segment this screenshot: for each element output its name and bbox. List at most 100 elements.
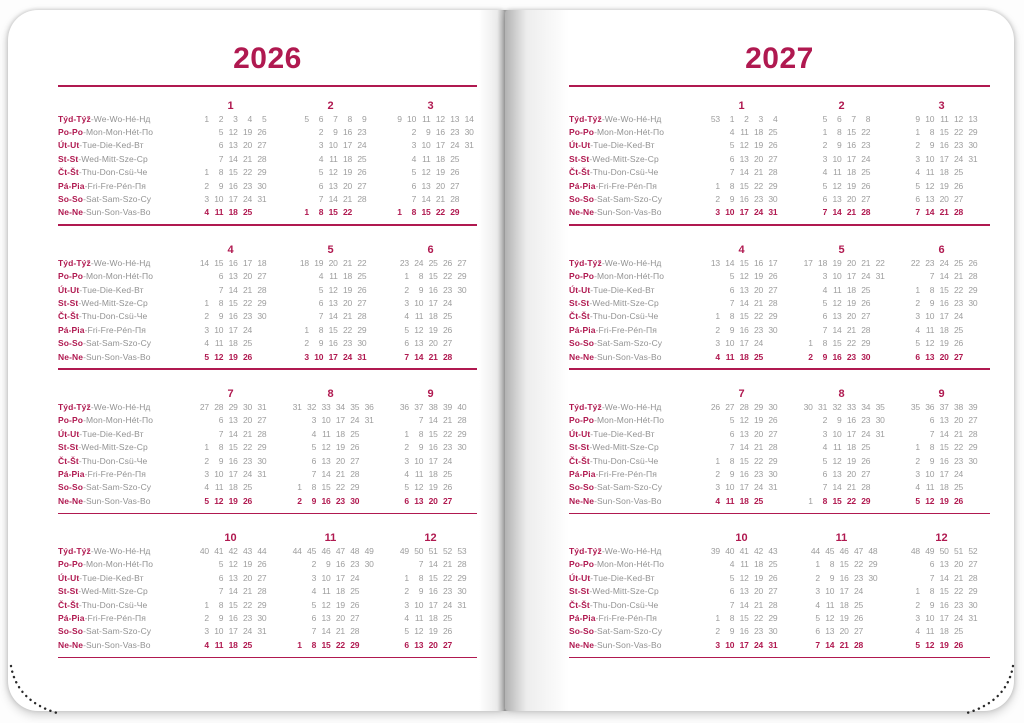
date-cell: 30 xyxy=(457,442,467,453)
date-cell xyxy=(963,193,977,206)
month-column: 6 13 20 27 xyxy=(896,414,987,427)
date-cell: 12 xyxy=(321,599,331,610)
date-cell xyxy=(963,310,977,323)
day-row-label: So-So-Sat-Sam-Szo-Су xyxy=(58,193,176,206)
day-label-primary: Čt-Št xyxy=(569,455,590,466)
day-label-translations: -Sat-Sam-Szo-Су xyxy=(594,338,663,349)
date-cell: 14 xyxy=(421,194,431,205)
date-cell: 24 xyxy=(350,572,360,583)
month-grid-row: 2 9 16 23 30 xyxy=(387,126,474,139)
month-grid-row: 5 12 19 26 xyxy=(798,297,884,310)
month-grid-row: 4 11 18 25 xyxy=(195,639,267,652)
month-grid-row: 35 36 37 38 39 xyxy=(906,401,978,414)
month-column: 3 10 17 24 31 xyxy=(385,139,476,152)
date-cell: 2 xyxy=(318,127,324,138)
date-cell: 4 xyxy=(318,153,324,164)
date-cell: 19 xyxy=(228,495,238,506)
month-grid-row: 3 10 17 24 xyxy=(906,468,978,481)
month-slot: 5 xyxy=(796,244,887,257)
date-cell: 18 xyxy=(335,586,345,597)
date-cell: 30 xyxy=(768,194,778,205)
date-cell: 28 xyxy=(443,351,453,362)
date-cell: 19 xyxy=(243,127,253,138)
date-cell: 13 xyxy=(825,626,835,637)
date-cell: 16 xyxy=(228,311,238,322)
date-cell: 27 xyxy=(443,495,453,506)
month-column: 4 11 18 25 xyxy=(285,270,376,283)
quarter-divider xyxy=(58,368,477,370)
quarter-divider xyxy=(569,224,990,226)
day-row-label: Týd-Týž-We-Wo-Hé-Нд xyxy=(569,113,687,126)
date-cell: 28 xyxy=(968,572,978,583)
month-column: 1 8 15 22 29 xyxy=(896,284,987,297)
date-cell: 6 xyxy=(815,626,820,637)
date-cell: 18 xyxy=(939,324,949,335)
page-2027: 2027 1 2 3 Týd-Týž-We-Wo-Hé-Нд 53 1 2 3 4 5 6 7 8 9 10… xyxy=(505,10,1014,711)
month-number: 5 xyxy=(838,243,845,256)
date-cell: 25 xyxy=(243,207,253,218)
day-label-primary: Ne-Ne xyxy=(569,639,595,650)
date-cell xyxy=(295,126,309,139)
date-cell: 18 xyxy=(846,167,856,178)
month-number: 11 xyxy=(835,532,848,545)
week-number-cell: 33 xyxy=(321,401,331,412)
month-grid-row: 6 13 20 27 xyxy=(295,180,367,193)
date-cell xyxy=(195,153,209,166)
month-column: 3 10 17 24 xyxy=(385,297,476,310)
date-cell: 24 xyxy=(861,271,871,282)
month-grid-row: 6 13 20 27 xyxy=(295,297,367,310)
month-grid-row: 3 10 17 24 31 xyxy=(906,612,977,625)
date-cell: 2 xyxy=(915,599,920,610)
date-cell: 7 xyxy=(915,207,920,218)
date-cell: 27 xyxy=(768,586,778,597)
month-grid-row: 6 13 20 27 xyxy=(706,284,778,297)
month-grid-row: 4 11 18 25 xyxy=(295,270,367,283)
month-column: 3 10 17 24 xyxy=(896,468,987,481)
date-cell: 7 xyxy=(729,167,735,178)
month-grid-row: 4 11 18 25 xyxy=(906,481,978,494)
month-column: 2 9 16 23 30 xyxy=(896,455,987,468)
month-number: 3 xyxy=(427,99,434,112)
date-cell: 24 xyxy=(754,482,764,493)
month-column: 2 9 16 23 30 xyxy=(896,139,987,152)
date-cell: 25 xyxy=(861,284,871,295)
date-cell: 19 xyxy=(343,167,353,178)
date-cell: 5 xyxy=(218,559,224,570)
day-row-label: Ne-Ne-Sun-Son-Vas-Во xyxy=(58,351,176,364)
date-cell: 7 xyxy=(218,428,224,439)
date-cell: 13 xyxy=(421,180,431,191)
week-number-cell: 27 xyxy=(199,401,209,412)
month-grid-row: 4 11 18 25 xyxy=(395,310,467,323)
week-number-cell: 7 xyxy=(333,113,338,124)
month-column: 5 12 19 26 xyxy=(796,612,887,625)
date-cell: 20 xyxy=(939,194,949,205)
month-column: 3 10 17 24 31 xyxy=(696,639,787,652)
day-label-primary: So-So xyxy=(569,338,595,349)
week-number-cell: 22 xyxy=(357,257,367,268)
day-label-primary: Týd-Týž xyxy=(569,401,602,412)
week-number-cell: 30 xyxy=(803,401,813,412)
day-label-translations: -We-Wo-Hé-Нд xyxy=(90,113,151,124)
month-number: 9 xyxy=(427,387,434,400)
week-number-cell: 38 xyxy=(954,401,964,412)
date-cell: 23 xyxy=(443,586,453,597)
week-number-cell: 15 xyxy=(739,257,749,268)
month-number: 12 xyxy=(935,532,948,545)
week-number-cell: 3 xyxy=(758,113,764,124)
month-column: 53 1 2 3 4 xyxy=(696,113,787,126)
day-label-translations: -Fri-Fre-Pén-Пя xyxy=(595,324,657,335)
month-column: 7 14 21 28 xyxy=(385,351,476,364)
day-row-label: Týd-Týž-We-Wo-Hé-Нд xyxy=(569,545,687,558)
day-row: St-St-Wed-Mitt-Sze-Ср 6 13 20 27 3 10 17 24 1 8 15 2… xyxy=(569,585,990,598)
day-label-translations: -Sat-Sam-Szo-Су xyxy=(83,338,152,349)
date-cell: 28 xyxy=(257,284,267,295)
day-row: Po-Po-Mon-Mon-Hét-По 5 12 19 26 3 10 17 24 31 7 14 2… xyxy=(569,270,990,283)
month-grid-row: 2 9 16 23 30 xyxy=(195,612,266,625)
month-column: 1 8 15 22 29 xyxy=(796,558,887,571)
date-cell: 13 xyxy=(939,415,949,426)
date-cell: 9 xyxy=(929,140,935,151)
day-row: Út-Ut-Tue-Die-Ked-Вт 7 14 21 28 5 12 19 26 2 9 16 23… xyxy=(58,284,477,297)
day-row-label: Čt-Št-Thu-Don-Csü-Че xyxy=(569,310,687,323)
